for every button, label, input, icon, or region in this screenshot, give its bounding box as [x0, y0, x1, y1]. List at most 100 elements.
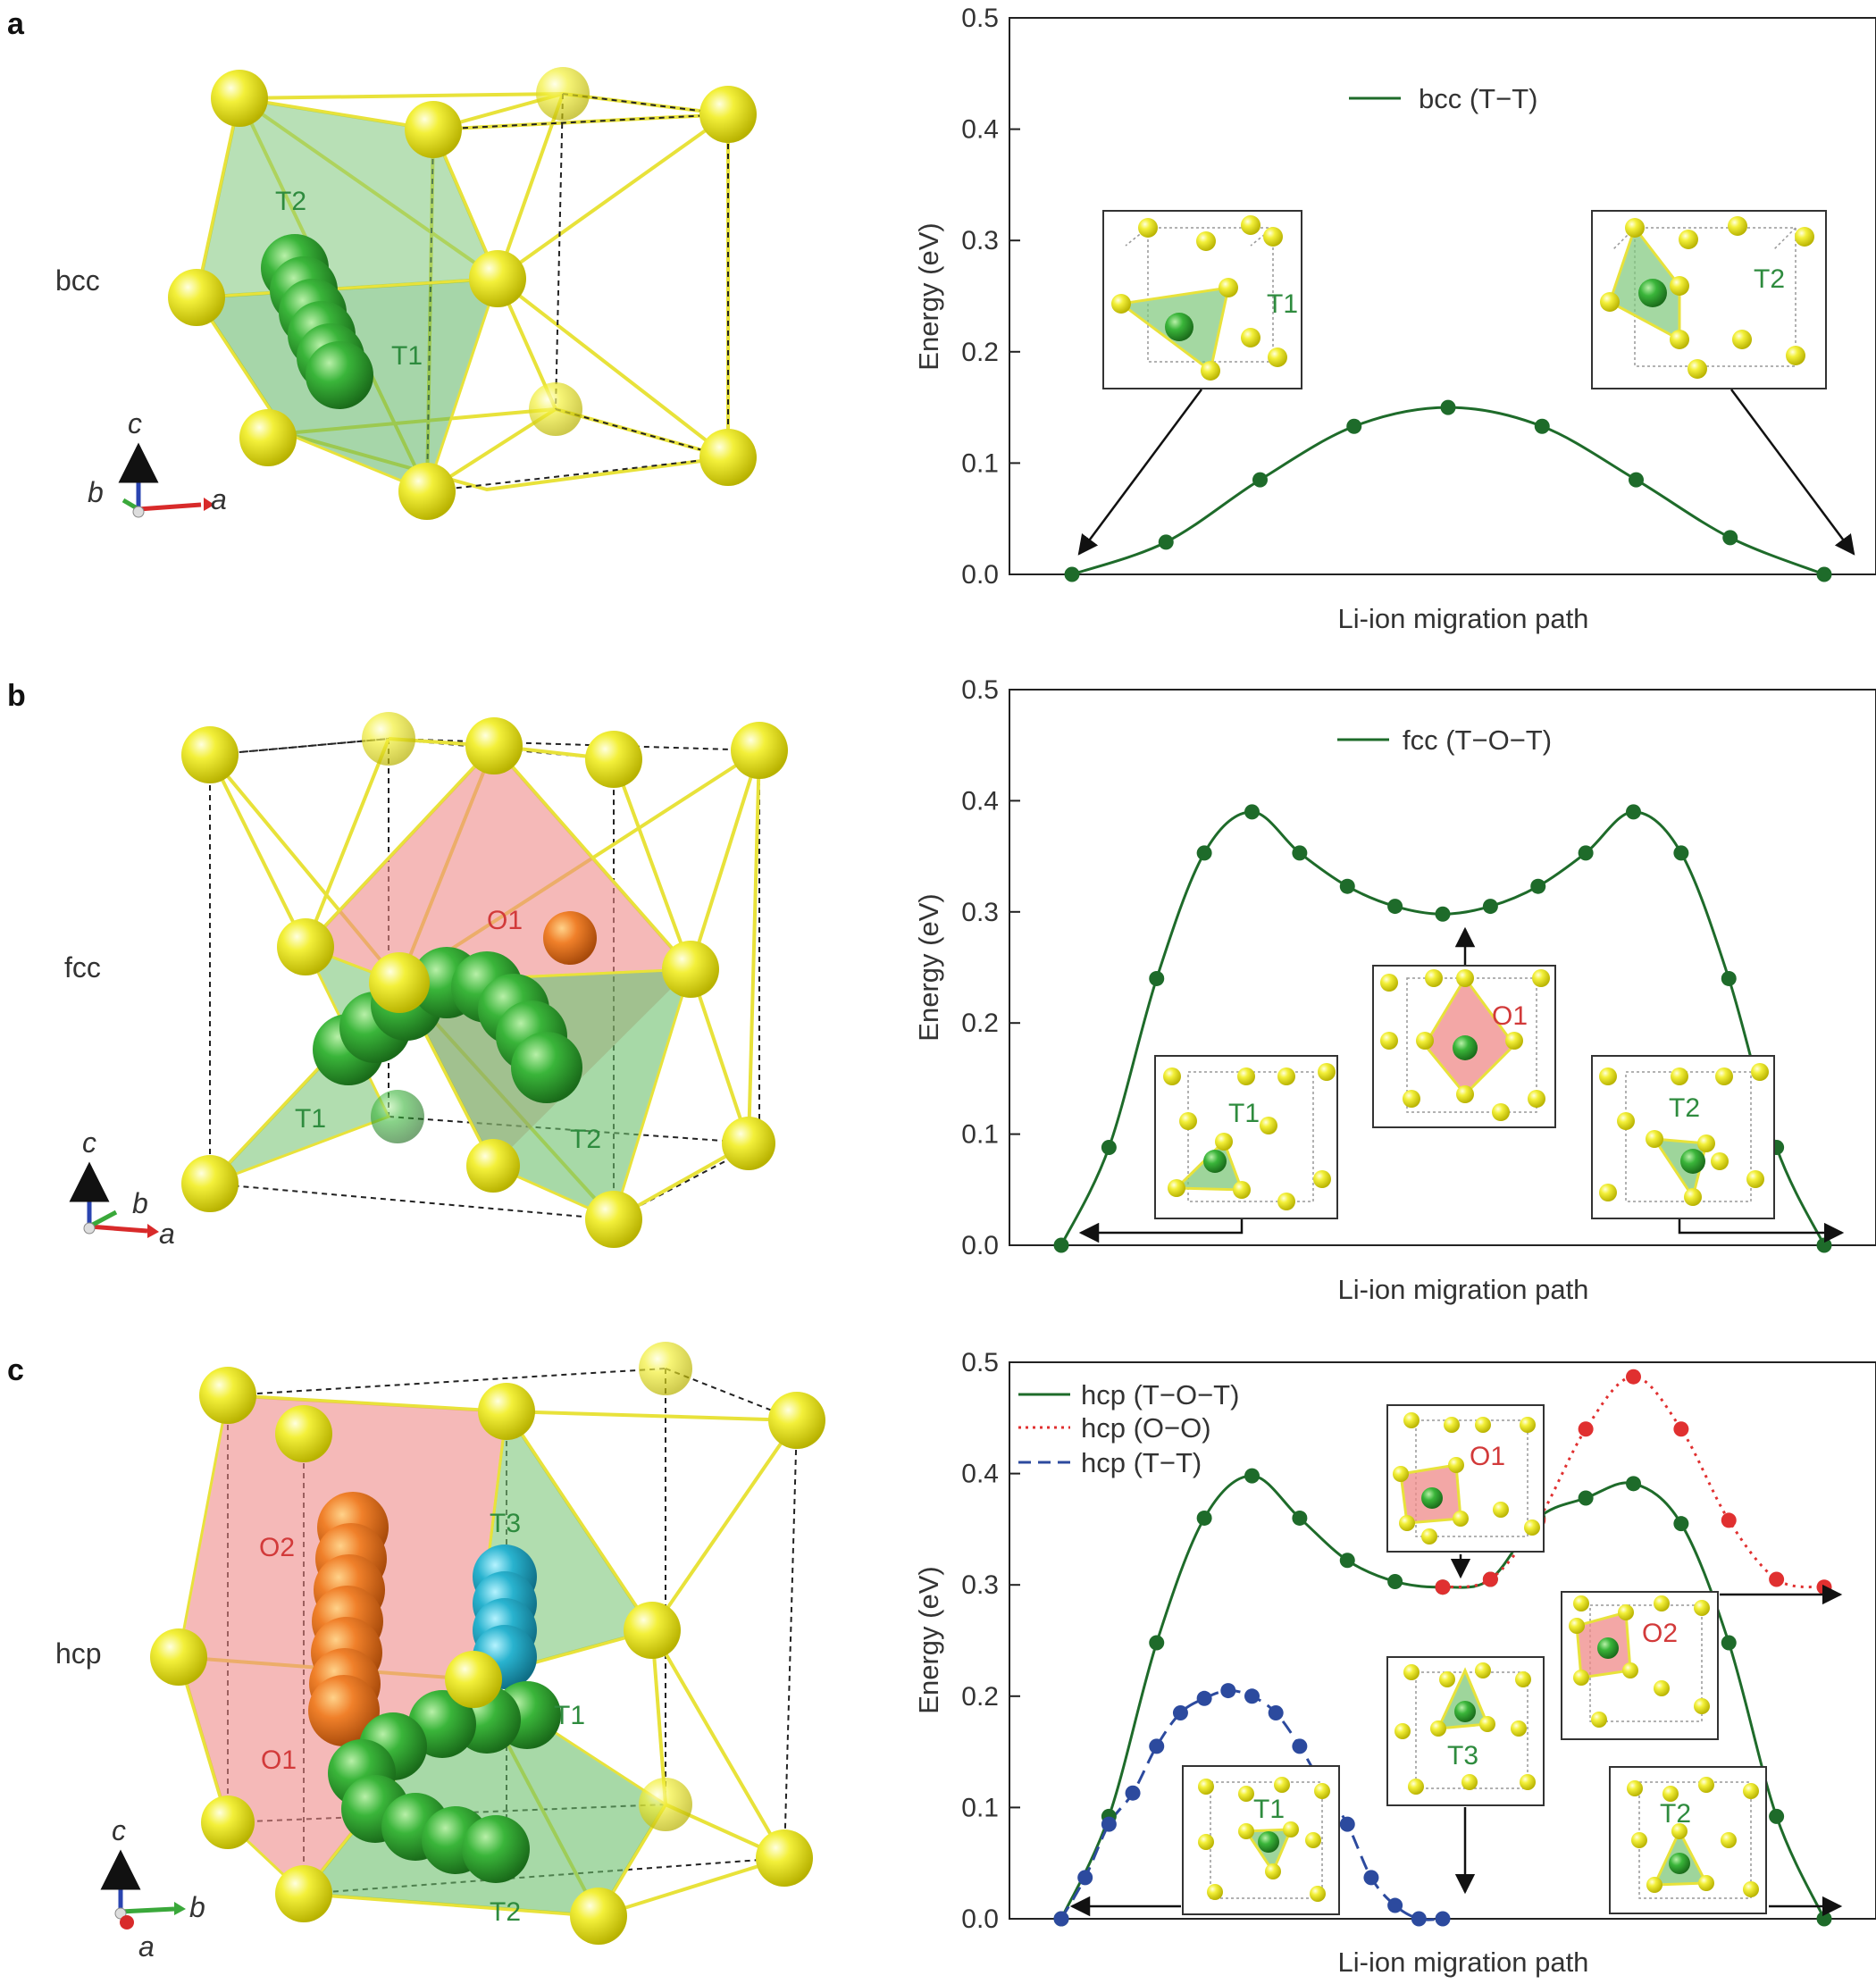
inset-label: T2 [1754, 264, 1785, 294]
y-tick-label: 0.4 [961, 1460, 999, 1489]
data-point [1435, 1579, 1451, 1595]
data-point [1816, 1237, 1832, 1253]
y-tick-label: 0.2 [961, 338, 999, 367]
inset-label: O2 [1642, 1619, 1678, 1648]
series-lines [1071, 406, 1825, 576]
series-points [1053, 804, 1832, 1253]
data-point [1482, 1571, 1498, 1587]
li-path-spheres [261, 234, 373, 409]
site-label-o1: O1 [487, 906, 523, 935]
x-axis-label: Li-ion migration path [1338, 1274, 1589, 1305]
legend: hcp (T−O−T) hcp (O−O) hcp (T−T) [1018, 1379, 1239, 1478]
data-point [1387, 1897, 1403, 1913]
data-point [1435, 906, 1451, 922]
x-axis-label: Li-ion migration path [1338, 603, 1589, 634]
y-tick-label: 0.4 [961, 115, 999, 145]
inset-o2: O2 [1561, 1591, 1719, 1740]
data-point [1673, 1516, 1689, 1532]
axis-a-label: a [159, 1218, 175, 1250]
host-atoms [168, 67, 757, 520]
data-point [1482, 899, 1498, 915]
data-point [1629, 472, 1644, 488]
y-tick-label: 0.0 [961, 560, 999, 590]
data-point [1816, 1911, 1832, 1927]
panel-letter-b: b [7, 679, 26, 713]
data-point [1816, 566, 1832, 582]
site-label-t1: T1 [295, 1104, 326, 1134]
host-atoms [150, 1342, 825, 1945]
li-path-spheres-t3 [473, 1545, 537, 1689]
y-tick-label: 0.1 [961, 1120, 999, 1150]
site-label-t1: T1 [391, 341, 423, 371]
data-point [1252, 472, 1268, 488]
data-point [1244, 1688, 1260, 1704]
data-point [1149, 970, 1165, 986]
legend: bcc (T−T) [1349, 83, 1537, 114]
data-point [1769, 1571, 1785, 1587]
data-point [1172, 1704, 1188, 1720]
data-point [1722, 530, 1738, 546]
inset-t1: T1 [1182, 1765, 1340, 1915]
site-label-t1: T1 [554, 1701, 585, 1730]
site-label-t2: T2 [570, 1125, 601, 1154]
legend-entry-hcp-tot: hcp (T−O−T) [1081, 1379, 1239, 1411]
panel-b-structure: b fcc [7, 679, 788, 1250]
data-point [1292, 1738, 1308, 1754]
series-line [1442, 1375, 1825, 1589]
inset-label: T1 [1228, 1099, 1260, 1128]
data-point [1387, 1573, 1403, 1589]
axes-triad-c: c b a [100, 1814, 205, 1963]
y-axis-label: Energy (eV) [913, 893, 944, 1041]
inset-t3: T3 [1386, 1656, 1545, 1806]
inset-label: T2 [1669, 1093, 1700, 1123]
host-atoms [181, 712, 788, 1248]
data-point [1530, 878, 1546, 894]
structure-label-hcp: hcp [55, 1637, 102, 1670]
axes-triad-b: c b a [69, 1126, 175, 1250]
data-point [1363, 1870, 1379, 1886]
legend-entry-hcp-tt: hcp (T−T) [1081, 1447, 1202, 1478]
data-point [1158, 534, 1174, 550]
plot-frame [1009, 17, 1876, 575]
y-tick-label: 0.2 [961, 1682, 999, 1712]
data-point [1339, 1553, 1355, 1569]
series-points [1064, 399, 1832, 582]
data-point [1769, 1808, 1785, 1824]
structure-label-bcc: bcc [55, 264, 100, 297]
data-point [1244, 1468, 1260, 1484]
data-point [1721, 970, 1737, 986]
y-tick-label: 0.4 [961, 786, 999, 816]
axis-c-label: c [82, 1126, 96, 1159]
inset-label: T2 [1660, 1799, 1691, 1829]
data-point [1346, 418, 1362, 434]
inset-label: O1 [1492, 1001, 1528, 1031]
inset-t2: T2 [1591, 1055, 1775, 1219]
y-tick-label: 0.2 [961, 1009, 999, 1038]
site-label-o2: O2 [259, 1533, 295, 1562]
axis-a-label: a [211, 483, 227, 515]
y-tick-label: 0.3 [961, 1570, 999, 1600]
data-point [1435, 1911, 1451, 1927]
data-point [1053, 1911, 1069, 1927]
chart-a: 0.0 0.1 0.2 0.3 0.4 0.5 Energy (eV) Li-ion mi… [913, 4, 1876, 634]
inset-t2: T2 [1591, 210, 1827, 389]
data-point [1578, 845, 1594, 861]
data-point [1101, 1140, 1117, 1156]
data-point [1244, 804, 1260, 820]
data-point [1673, 845, 1689, 861]
data-point [1578, 1421, 1594, 1437]
y-ticks: 0.0 0.1 0.2 0.3 0.4 0.5 [961, 1348, 1020, 1934]
data-point [1816, 1579, 1832, 1595]
y-axis-label: Energy (eV) [913, 1566, 944, 1713]
data-point [1196, 1510, 1212, 1526]
data-point [1268, 1704, 1284, 1720]
inset-o1: O1 [1372, 965, 1556, 1128]
y-tick-label: 0.0 [961, 1231, 999, 1260]
data-point [1196, 1690, 1212, 1706]
inset-o1: O1 [1386, 1404, 1545, 1553]
data-point [1077, 1870, 1093, 1886]
axis-c-label: c [112, 1814, 126, 1846]
data-point [1292, 1510, 1308, 1526]
chart-b: 0.0 0.1 0.2 0.3 0.4 0.5 Energy (eV) Li-ion mi… [913, 675, 1876, 1305]
data-point [1339, 878, 1355, 894]
